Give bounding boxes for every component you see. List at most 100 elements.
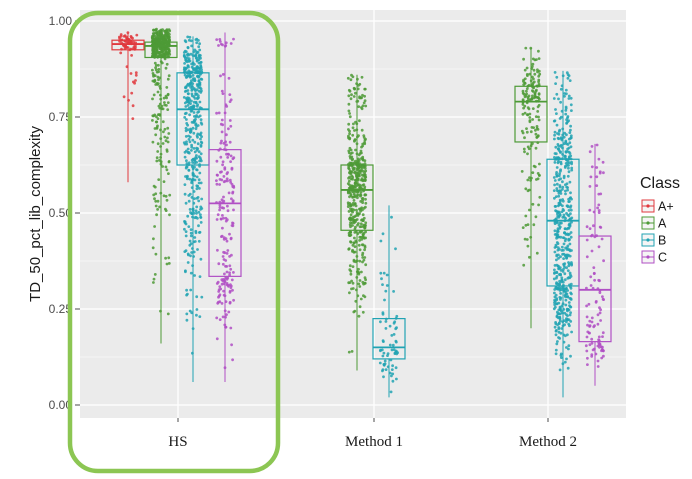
data-point [590, 249, 594, 253]
data-point [360, 75, 364, 79]
data-point [563, 94, 566, 98]
data-point [552, 97, 556, 100]
data-point [359, 190, 363, 194]
data-point [569, 217, 572, 221]
data-point [598, 291, 602, 294]
data-point [394, 340, 398, 344]
data-point [347, 179, 351, 183]
data-point [565, 204, 569, 208]
data-point [528, 116, 532, 119]
data-point [154, 252, 158, 256]
data-point [555, 112, 558, 115]
data-point [195, 154, 198, 157]
data-point [364, 278, 367, 282]
data-point [348, 112, 351, 115]
data-point [599, 192, 603, 196]
data-point [560, 327, 564, 330]
data-point [557, 308, 561, 312]
data-point [184, 85, 188, 89]
data-point [363, 245, 367, 249]
data-point [559, 352, 563, 356]
data-point [228, 232, 231, 236]
data-point [570, 220, 573, 224]
data-point [528, 208, 531, 212]
data-point [569, 204, 573, 208]
data-point [357, 314, 361, 318]
data-point [229, 267, 233, 271]
data-point [562, 252, 566, 256]
data-point [353, 139, 357, 142]
data-point [590, 341, 594, 345]
y-tick-label: 0.00 [49, 398, 73, 412]
data-point [556, 340, 559, 343]
data-point [351, 281, 355, 285]
data-point [569, 305, 572, 309]
data-point [385, 273, 389, 277]
data-point [565, 118, 568, 122]
data-point [596, 313, 600, 317]
data-point [567, 166, 570, 170]
data-point [560, 278, 564, 282]
data-point [569, 208, 573, 212]
data-point [538, 162, 541, 166]
data-point [197, 181, 201, 185]
legend: Class A+ ABC [640, 175, 680, 265]
data-point [222, 199, 226, 203]
data-point [532, 223, 536, 227]
data-point [122, 34, 126, 38]
data-point [561, 180, 564, 184]
data-point [353, 87, 356, 90]
data-point [363, 167, 367, 170]
data-point [220, 235, 223, 239]
data-point [215, 337, 219, 341]
data-point [230, 166, 234, 170]
data-point [157, 51, 161, 55]
data-point [356, 190, 360, 194]
data-point [156, 208, 160, 211]
data-point [191, 82, 195, 85]
data-point [532, 77, 535, 81]
y-tick-label: 0.25 [49, 302, 73, 316]
data-point [590, 145, 594, 148]
data-point [162, 35, 166, 39]
data-point [527, 107, 531, 111]
data-point [160, 61, 164, 65]
data-point [183, 101, 187, 105]
data-point [358, 285, 362, 288]
data-point [218, 203, 222, 207]
data-point [562, 242, 566, 246]
data-point [560, 221, 563, 225]
data-point [595, 184, 599, 188]
data-point [557, 203, 561, 207]
data-point [131, 104, 135, 108]
data-point [564, 155, 567, 158]
data-point [348, 171, 352, 175]
data-point [125, 45, 129, 49]
data-point [199, 143, 203, 147]
data-point [164, 256, 168, 260]
data-point [524, 46, 528, 50]
data-point [538, 195, 542, 199]
data-point [167, 74, 171, 78]
data-point [384, 289, 388, 293]
data-point [193, 97, 197, 100]
data-point [155, 30, 159, 34]
data-point [184, 105, 188, 108]
data-point [556, 214, 560, 218]
data-point [554, 293, 558, 297]
data-point [585, 304, 588, 308]
data-point [598, 170, 602, 174]
data-point [556, 316, 560, 320]
data-point [229, 160, 233, 164]
data-point [363, 142, 367, 146]
data-point [563, 311, 567, 315]
data-point [155, 36, 159, 40]
data-point [601, 331, 605, 335]
data-point [360, 128, 364, 132]
data-point [554, 145, 558, 149]
data-point [191, 74, 195, 77]
data-point [185, 162, 189, 165]
data-point [229, 237, 233, 241]
data-point [555, 75, 559, 79]
data-point [196, 58, 199, 62]
